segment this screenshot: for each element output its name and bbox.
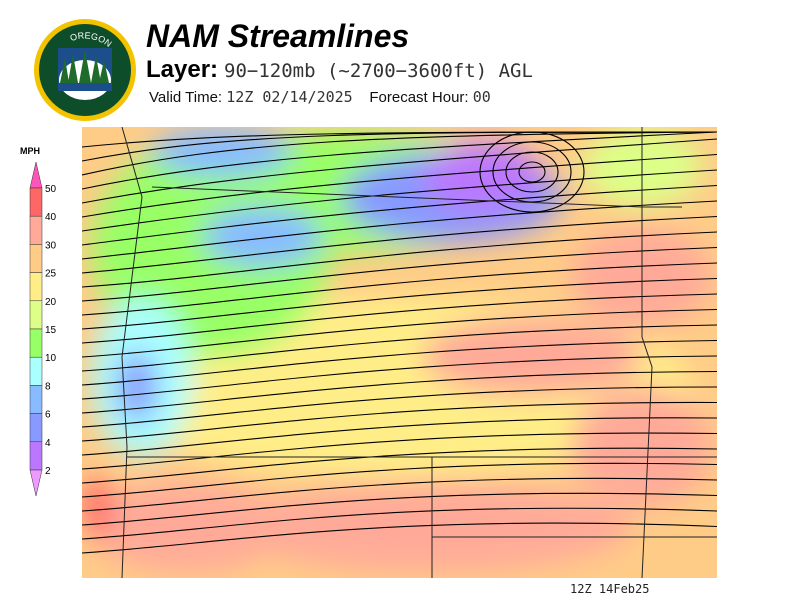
legend-swatch-40-50 — [29, 187, 43, 217]
forecast-hour-value: 00 — [472, 88, 491, 106]
streamline — [82, 308, 717, 358]
streamline — [82, 231, 717, 288]
legend-tick-label: 10 — [45, 353, 57, 364]
streamline — [82, 417, 717, 456]
streamlines — [82, 131, 717, 554]
oregon-department-of-forestry-logo: OREGON — [34, 19, 136, 121]
legend-swatch-20-25 — [29, 272, 43, 302]
legend-swatch-15-20 — [29, 300, 43, 330]
legend-swatch-25-30 — [29, 244, 43, 273]
streamline — [82, 169, 717, 232]
legend-swatch-30-40 — [29, 215, 43, 245]
streamline — [82, 131, 717, 176]
streamline-vortex — [479, 131, 585, 213]
legend-arrow-below — [29, 469, 43, 497]
streamline — [82, 215, 717, 274]
streamline — [82, 200, 717, 260]
legend-tick-label: 25 — [45, 269, 57, 280]
valid-time-info: Valid Time: 12Z 02/14/2025 Forecast Hour… — [149, 88, 491, 106]
legend-unit: MPH — [20, 146, 40, 156]
layer-info: Layer: 90−120mb (~2700−3600ft) AGL — [146, 56, 533, 84]
streamline — [82, 184, 717, 246]
legend-swatch-6-8 — [29, 385, 43, 414]
streamline — [82, 131, 717, 190]
streamline — [82, 522, 717, 554]
legend-tick-label: 30 — [45, 240, 57, 251]
streamline — [82, 262, 717, 316]
forecast-hour-label: Forecast Hour: — [369, 89, 469, 106]
streamline-map[interactable] — [82, 127, 717, 578]
streamline — [82, 386, 717, 428]
streamline-vortex — [505, 151, 559, 193]
valid-label: Valid Time: — [149, 89, 223, 106]
legend-tick-label: 20 — [45, 297, 57, 308]
streamline — [82, 293, 717, 344]
streamline — [82, 432, 717, 470]
streamline — [82, 131, 717, 162]
streamline-vortex — [518, 161, 546, 183]
legend-swatch-10-15 — [29, 328, 43, 358]
streamline — [82, 401, 717, 442]
color-legend: 50 40 30 25 20 15 10 8 6 4 2 — [29, 161, 57, 497]
legend-tick-label: 4 — [45, 438, 51, 449]
state-boundaries — [121, 127, 717, 578]
legend-arrow-above — [29, 161, 43, 189]
legend-tick-label: 2 — [45, 466, 51, 477]
streamline — [82, 370, 717, 414]
legend-tick-label: 8 — [45, 381, 51, 392]
streamline — [82, 477, 717, 512]
legend-swatch-8-10 — [29, 356, 43, 386]
streamline — [82, 492, 717, 526]
layer-label: Layer: — [146, 56, 219, 83]
legend-tick-label: 15 — [45, 325, 57, 336]
legend-swatch-2-4 — [29, 441, 43, 471]
streamline — [82, 355, 717, 400]
streamline — [82, 339, 717, 386]
streamline — [82, 462, 717, 498]
streamline — [82, 246, 717, 302]
streamline — [82, 324, 717, 372]
streamline-vortex — [492, 141, 572, 203]
wind-speed-field — [82, 127, 712, 572]
streamline — [82, 138, 717, 204]
streamline — [82, 447, 717, 484]
legend-tick-label: 6 — [45, 410, 51, 421]
legend-swatch-4-6 — [29, 413, 43, 443]
streamline — [82, 153, 717, 218]
streamline — [82, 277, 717, 330]
page-title: NAM Streamlines — [146, 18, 410, 54]
valid-time-stamp: 12Z 14Feb25 — [570, 582, 650, 596]
valid-value: 12Z 02/14/2025 — [226, 88, 353, 106]
layer-value: 90−120mb (~2700−3600ft) AGL — [224, 60, 533, 82]
streamline — [82, 507, 717, 540]
legend-tick-label: 40 — [45, 212, 57, 223]
legend-tick-label: 50 — [45, 184, 57, 195]
